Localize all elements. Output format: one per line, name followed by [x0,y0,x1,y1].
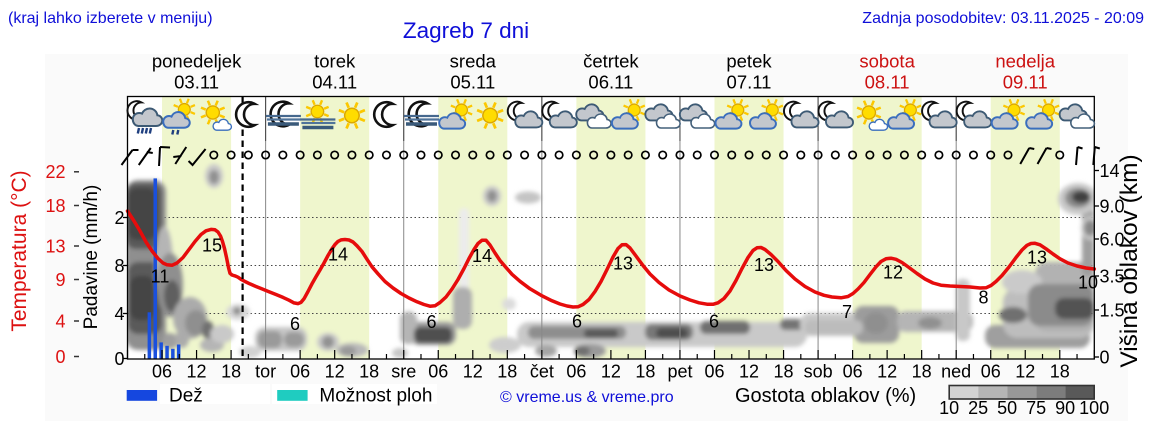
svg-text:sre: sre [391,362,416,382]
svg-text:6: 6 [290,314,300,334]
svg-text:tor: tor [255,362,276,382]
svg-text:18: 18 [359,362,379,382]
svg-text:07.11: 07.11 [727,72,772,93]
svg-text:14: 14 [1100,161,1120,181]
svg-text:12: 12 [739,362,759,382]
svg-text:Zagreb 7 dni: Zagreb 7 dni [403,18,529,43]
svg-text:torek: torek [314,51,356,72]
svg-text:13: 13 [45,236,65,256]
svg-text:9.0: 9.0 [1100,196,1125,216]
svg-text:06: 06 [152,362,172,382]
svg-text:90: 90 [1055,398,1075,418]
svg-text:© vreme.us & vreme.pro: © vreme.us & vreme.pro [500,389,674,406]
svg-text:Padavine (mm/h): Padavine (mm/h) [81,185,102,330]
svg-text:03.11: 03.11 [174,72,219,93]
svg-text:12: 12 [463,362,483,382]
svg-text:18: 18 [912,362,932,382]
svg-text:6: 6 [426,312,436,332]
svg-text:18: 18 [774,362,794,382]
svg-text:pet: pet [667,362,692,382]
svg-text:22: 22 [45,162,65,182]
svg-text:8: 8 [978,287,988,307]
svg-text:4: 4 [55,311,65,331]
svg-text:0: 0 [1100,347,1110,367]
svg-text:06.11: 06.11 [588,72,633,93]
svg-text:12: 12 [877,362,897,382]
svg-text:nedelja: nedelja [995,51,1055,72]
svg-text:2: 2 [114,208,124,228]
svg-text:Dež: Dež [169,386,203,407]
svg-text:18: 18 [45,196,65,216]
svg-text:06: 06 [843,362,863,382]
svg-text:6: 6 [709,311,719,331]
svg-text:06: 06 [981,362,1001,382]
svg-text:18: 18 [497,362,517,382]
svg-text:12: 12 [883,262,903,282]
svg-text:Možnost ploh: Možnost ploh [319,386,432,407]
svg-text:0: 0 [114,349,124,369]
svg-text:06: 06 [428,362,448,382]
svg-text:11: 11 [151,266,170,286]
svg-text:sob: sob [804,362,833,382]
svg-text:14: 14 [328,244,348,264]
svg-text:ned: ned [941,362,971,382]
svg-text:četrtek: četrtek [583,51,639,72]
svg-text:1.5: 1.5 [1100,300,1125,320]
svg-text:100: 100 [1079,398,1109,418]
svg-text:Zadnja posodobitev: 03.11.2025: Zadnja posodobitev: 03.11.2025 - 20:09 [862,10,1144,27]
svg-text:10: 10 [1078,272,1098,292]
svg-text:06: 06 [704,362,724,382]
svg-text:petek: petek [726,51,772,72]
svg-text:08.11: 08.11 [865,72,910,93]
svg-text:7: 7 [842,302,852,322]
svg-text:04.11: 04.11 [312,72,357,93]
svg-text:14: 14 [472,246,492,266]
svg-text:09.11: 09.11 [1003,72,1048,93]
svg-text:9: 9 [55,270,65,290]
svg-text:18: 18 [635,362,655,382]
svg-text:čet: čet [530,362,554,382]
svg-text:06: 06 [290,362,310,382]
svg-text:50: 50 [997,398,1017,418]
svg-text:15: 15 [202,235,222,255]
svg-text:18: 18 [1050,362,1070,382]
svg-text:Višina oblakov (km): Višina oblakov (km) [1116,154,1143,367]
svg-text:(kraj lahko izberete v meniju): (kraj lahko izberete v meniju) [8,10,213,27]
svg-text:10: 10 [939,398,959,418]
svg-text:05.11: 05.11 [450,72,495,93]
svg-text:18: 18 [221,362,241,382]
svg-text:3.5: 3.5 [1100,266,1125,286]
svg-text:Gostota oblakov (%): Gostota oblakov (%) [735,385,916,407]
svg-text:13: 13 [613,253,633,273]
svg-text:6.0: 6.0 [1100,229,1125,249]
svg-text:4: 4 [114,304,124,324]
svg-text:25: 25 [968,398,988,418]
svg-text:12: 12 [187,362,207,382]
svg-text:ponedeljek: ponedeljek [152,51,242,72]
svg-text:6: 6 [572,311,582,331]
svg-text:8: 8 [114,256,124,276]
svg-text:Temperatura (°C): Temperatura (°C) [8,170,31,331]
svg-text:12: 12 [601,362,621,382]
svg-text:75: 75 [1026,398,1046,418]
svg-text:12: 12 [1015,362,1035,382]
svg-text:0: 0 [55,347,65,367]
svg-text:sobota: sobota [859,51,915,72]
svg-text:sreda: sreda [450,51,497,72]
svg-text:06: 06 [566,362,586,382]
svg-text:13: 13 [1027,247,1047,267]
svg-text:12: 12 [325,362,345,382]
svg-text:13: 13 [754,255,774,275]
